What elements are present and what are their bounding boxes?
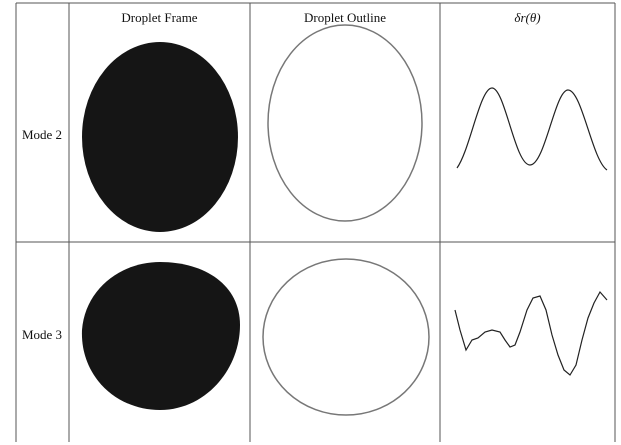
table-borders: [15, 2, 616, 442]
droplet-outline: [262, 258, 430, 416]
droplet-frame: [82, 42, 238, 232]
header-frame: Droplet Frame: [121, 10, 198, 25]
droplet-outline: [267, 24, 423, 222]
row-label: Mode 2: [21, 127, 63, 142]
delta-r-curve: [456, 87, 608, 171]
header-outline: Droplet Outline: [304, 10, 386, 25]
header-delta: δr(θ): [440, 10, 615, 26]
header-delta-text: δr(θ): [514, 10, 541, 25]
delta-r-curve: [454, 290, 608, 376]
droplet-frame: [81, 262, 241, 410]
row-label: Mode 3: [21, 327, 63, 342]
